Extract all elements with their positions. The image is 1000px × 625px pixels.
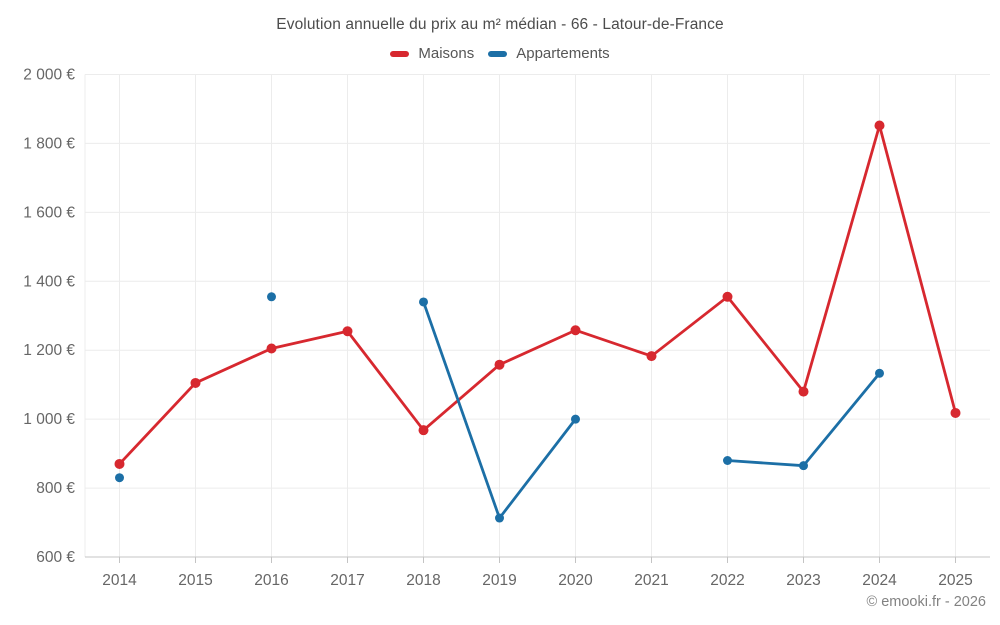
y-tick-label: 1 000 €: [23, 411, 75, 428]
x-tick-label: 2024: [862, 572, 897, 589]
data-point-maisons-2015[interactable]: [190, 377, 201, 388]
legend-item-maisons[interactable]: Maisons: [390, 45, 474, 62]
data-point-appartements-2016[interactable]: [267, 292, 276, 302]
footer-credit: © emooki.fr - 2026: [866, 594, 986, 610]
x-tick-label: 2017: [330, 572, 364, 589]
legend-label-maisons: Maisons: [418, 45, 475, 62]
x-tick-label: 2025: [938, 572, 972, 589]
chart-legend: Maisons Appartements: [0, 45, 1000, 62]
x-tick-label: 2014: [102, 572, 137, 589]
x-tick-label: 2019: [482, 572, 516, 589]
data-point-maisons-2024[interactable]: [874, 120, 885, 131]
x-tick-label: 2022: [710, 572, 744, 589]
x-tick-label: 2015: [178, 572, 212, 589]
y-tick-label: 1 400 €: [23, 273, 75, 290]
y-tick-label: 800 €: [36, 480, 75, 497]
y-tick-label: 2 000 €: [23, 67, 75, 84]
x-tick-label: 2023: [786, 572, 820, 589]
y-tick-label: 1 800 €: [23, 135, 75, 152]
data-point-maisons-2017[interactable]: [342, 326, 353, 337]
legend-label-appartements: Appartements: [516, 45, 610, 62]
y-tick-label: 600 €: [36, 549, 75, 566]
data-point-appartements-2018[interactable]: [419, 297, 428, 307]
data-point-appartements-2019[interactable]: [495, 513, 504, 523]
series-line-maisons: [118, 124, 957, 466]
data-point-maisons-2021[interactable]: [646, 351, 657, 362]
data-point-appartements-2020[interactable]: [571, 414, 580, 424]
appartements-series-swatch-icon: [488, 50, 508, 57]
chart-title: Evolution annuelle du prix au m² médian …: [276, 16, 724, 33]
data-point-maisons-2016[interactable]: [266, 343, 277, 354]
data-point-appartements-2024[interactable]: [875, 368, 884, 378]
x-tick-label: 2016: [254, 572, 288, 589]
data-point-maisons-2019[interactable]: [494, 359, 505, 370]
data-point-maisons-2014[interactable]: [114, 458, 125, 469]
x-tick-label: 2018: [406, 572, 440, 589]
data-point-maisons-2022[interactable]: [722, 291, 733, 302]
data-point-appartements-2023[interactable]: [799, 461, 808, 471]
y-tick-label: 1 200 €: [23, 342, 75, 359]
x-tick-label: 2020: [558, 572, 593, 589]
x-tick-label: 2021: [634, 572, 668, 589]
maisons-series-swatch-icon: [390, 50, 410, 57]
data-point-maisons-2023[interactable]: [798, 386, 809, 397]
data-point-maisons-2018[interactable]: [418, 425, 429, 436]
data-point-appartements-2022[interactable]: [723, 456, 732, 465]
y-tick-label: 1 600 €: [23, 204, 75, 221]
data-point-maisons-2025[interactable]: [950, 407, 961, 418]
legend-item-appartements[interactable]: Appartements: [488, 45, 610, 62]
data-point-appartements-2014[interactable]: [115, 473, 124, 483]
data-point-maisons-2020[interactable]: [570, 325, 581, 336]
